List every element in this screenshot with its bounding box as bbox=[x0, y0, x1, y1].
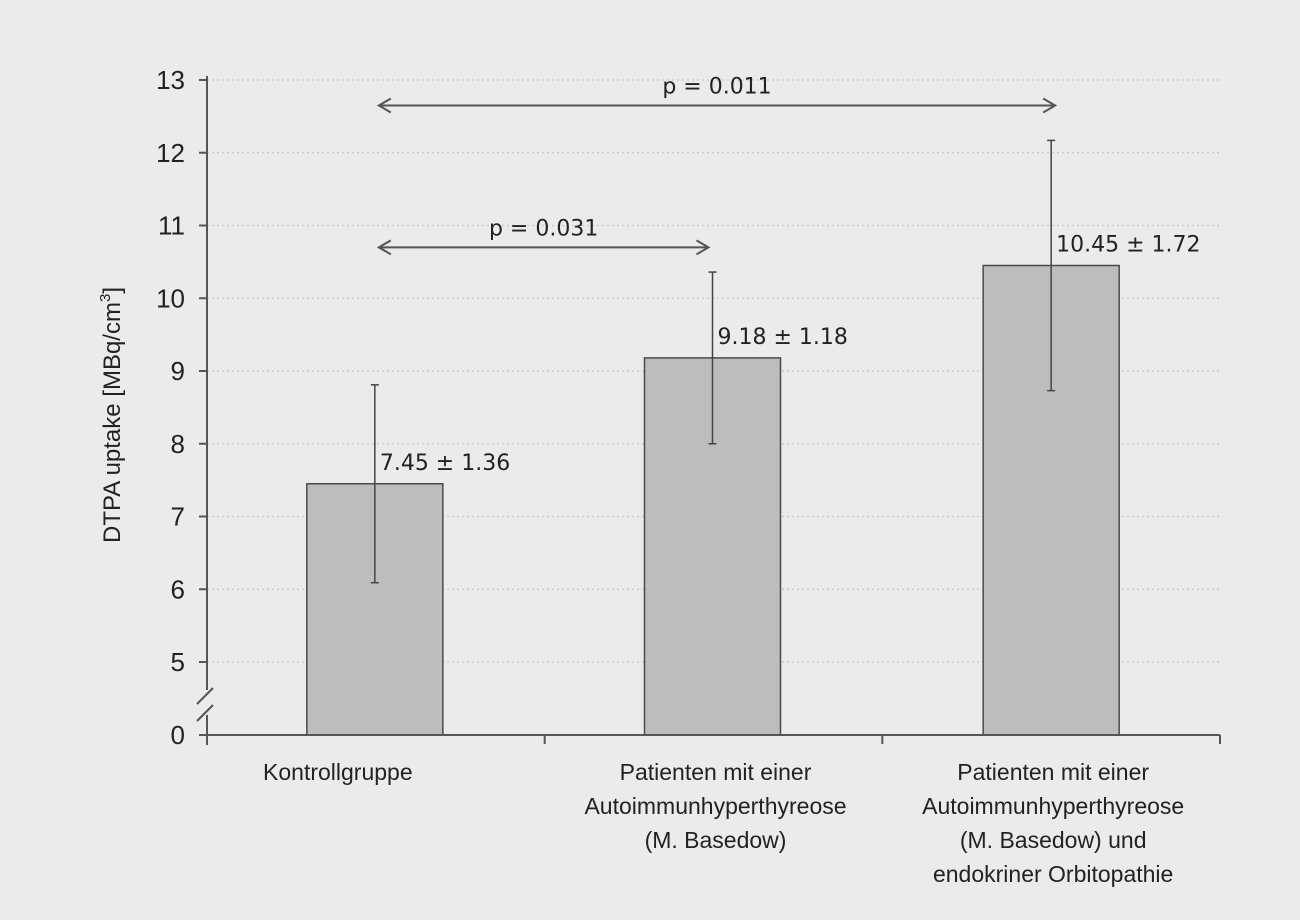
arrow-head-right bbox=[695, 239, 711, 256]
axis-break-mark bbox=[196, 687, 214, 705]
p-value-label: p = 0.031 bbox=[489, 216, 598, 241]
y-tick-label: 6 bbox=[171, 574, 185, 604]
arrow-head-right bbox=[1042, 97, 1058, 114]
arrow-head-left bbox=[376, 97, 392, 114]
data-label: 9.18 ± 1.18 bbox=[718, 325, 848, 350]
category-label: Patienten mit einer Autoimmunhyperthyreos… bbox=[922, 759, 1184, 887]
data-label: 10.45 ± 1.72 bbox=[1056, 233, 1200, 258]
y-tick-label: 5 bbox=[171, 647, 185, 677]
y-tick-label: 8 bbox=[171, 429, 185, 459]
labels: 7.45 ± 1.36 9.18 ± 1.18 10.45 ± 1.72 Kontro… bbox=[263, 233, 1201, 887]
data-label: 7.45 ± 1.36 bbox=[380, 451, 510, 476]
p-value-label: p = 0.011 bbox=[662, 74, 771, 99]
axis-break-mark bbox=[196, 704, 214, 722]
comparison-arrows: p = 0.031 p = 0.011 bbox=[376, 74, 1058, 256]
y-tick-label: 7 bbox=[171, 502, 185, 532]
y-axis-label: DTPA uptake [MBq/cm3] bbox=[97, 287, 126, 543]
y-tick-label: 9 bbox=[171, 356, 185, 386]
category-label: Patienten mit einer Autoimmunhyperthyreos… bbox=[584, 759, 846, 853]
category-label: Kontrollgruppe bbox=[263, 759, 413, 785]
arrow-head-left bbox=[376, 239, 392, 256]
y-tick-label: 12 bbox=[156, 138, 185, 168]
axes: 0 5 6 7 8 9 10 11 12 13 bbox=[156, 65, 1221, 750]
y-tick-label: 13 bbox=[156, 65, 185, 95]
y-tick-label: 10 bbox=[156, 283, 185, 313]
error-bars bbox=[370, 139, 1056, 584]
y-tick-label: 11 bbox=[158, 211, 185, 241]
y-tick-label: 0 bbox=[171, 720, 185, 750]
